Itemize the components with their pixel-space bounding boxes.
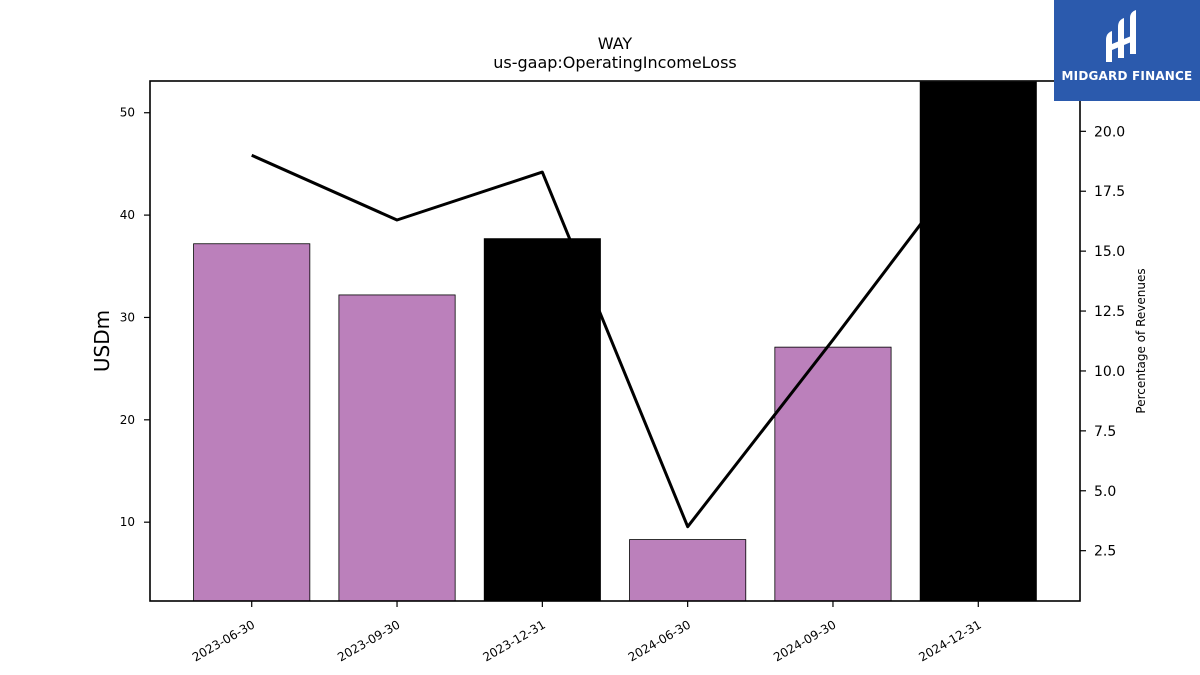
bars-group bbox=[193, 81, 1037, 602]
y-tick-label: 20 bbox=[120, 413, 135, 427]
x-tick-label: 2023-09-30 bbox=[335, 617, 402, 664]
bar-2024-09-30 bbox=[774, 346, 892, 602]
x-tick-label: 2023-12-31 bbox=[480, 617, 547, 664]
bar-2024-12-31 bbox=[919, 81, 1037, 602]
x-tick-label: 2024-12-31 bbox=[916, 617, 983, 664]
y-tick-label: 30 bbox=[120, 310, 135, 324]
chart-subtitle: us-gaap:OperatingIncomeLoss bbox=[493, 53, 737, 72]
y-tick-label: 50 bbox=[120, 106, 135, 120]
x-tick-label: 2024-06-30 bbox=[626, 617, 693, 664]
y2-tick-label: 5.0 bbox=[1094, 484, 1116, 500]
y2-tick-label: 20.0 bbox=[1094, 124, 1125, 140]
y2-tick-label: 7.5 bbox=[1094, 424, 1116, 440]
midgard-finance-logo: MIDGARD FINANCE bbox=[1054, 0, 1200, 101]
x-axis: 2023-06-30 2023-09-30 2023-12-31 2024-06-30… bbox=[190, 601, 984, 664]
y2-tick-label: 17.5 bbox=[1094, 184, 1125, 200]
y-axis-right: 2.5 5.0 7.5 10.0 12.5 15.0 17.5 20.0 bbox=[1080, 124, 1125, 560]
bar-2023-09-30 bbox=[338, 294, 456, 602]
bar-2023-06-30 bbox=[193, 243, 311, 602]
chart-title: WAY bbox=[598, 34, 633, 53]
y-tick-label: 10 bbox=[120, 515, 135, 529]
bar-2023-12-31 bbox=[483, 238, 601, 602]
y2-tick-label: 12.5 bbox=[1094, 304, 1125, 320]
x-tick-label: 2023-06-30 bbox=[190, 617, 257, 664]
y2-axis-label: Percentage of Revenues bbox=[1134, 268, 1148, 413]
y-axis-left: 10 20 30 40 50 bbox=[120, 106, 150, 529]
x-tick-label: 2024-09-30 bbox=[771, 617, 838, 664]
y2-tick-label: 10.0 bbox=[1094, 364, 1125, 380]
logo-mark-icon bbox=[1106, 10, 1136, 62]
y-tick-label: 40 bbox=[120, 208, 135, 222]
line-group bbox=[251, 147, 980, 529]
y2-tick-label: 2.5 bbox=[1094, 544, 1116, 560]
plot-frame bbox=[149, 80, 1081, 602]
y-axis-label: USDm bbox=[90, 310, 114, 372]
y2-tick-label: 15.0 bbox=[1094, 244, 1125, 260]
percentage-line bbox=[251, 147, 980, 529]
logo-text: MIDGARD FINANCE bbox=[1061, 69, 1193, 83]
bar-2024-06-30 bbox=[629, 539, 747, 602]
